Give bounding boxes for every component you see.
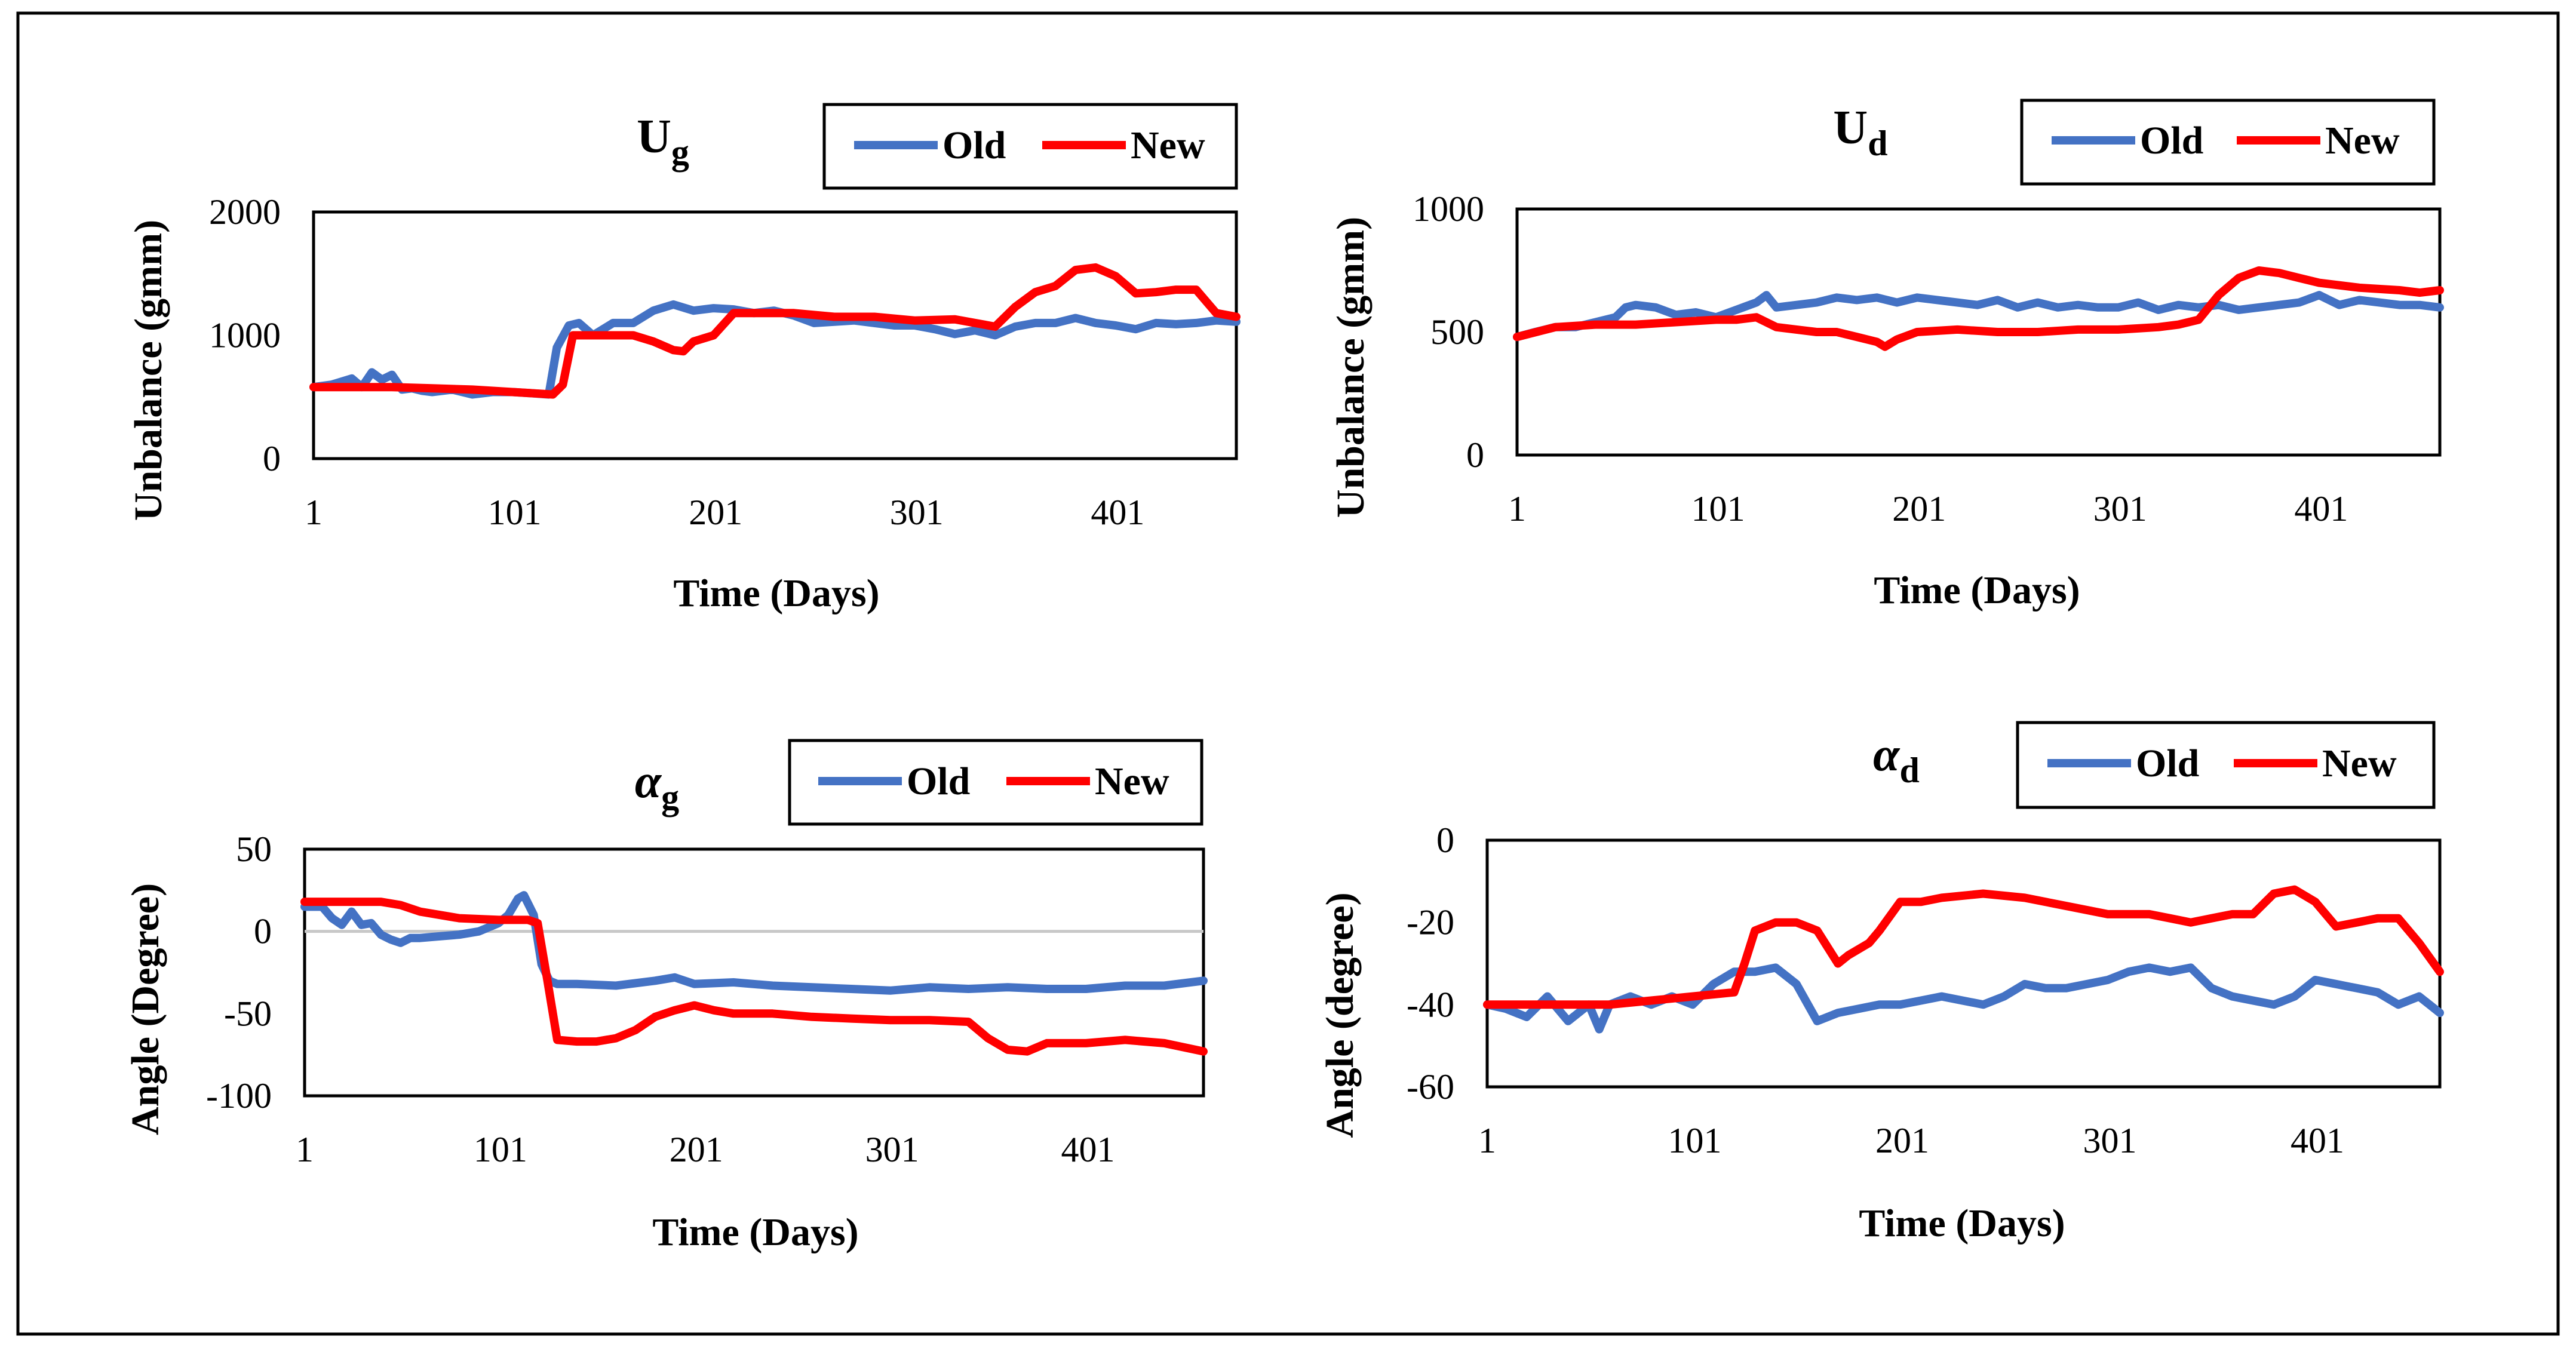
y-tick-label: 0 [254, 912, 272, 951]
series-line-new [309, 263, 1241, 399]
plot-area [1485, 838, 2442, 1089]
x-tick-label: 101 [488, 493, 542, 532]
y-axis: -60 -40 -20 0 [1407, 821, 1454, 1107]
x-axis-title: Time (Days) [1874, 569, 2080, 612]
chart-ud: Ud Old New 0 500 1000 1 101 201 301 401 Time (… [1329, 99, 2444, 612]
y-tick-label: 1000 [1413, 189, 1484, 229]
x-tick-label: 401 [2291, 1121, 2344, 1160]
series-layer [1483, 885, 2444, 1034]
x-tick-label: 101 [1691, 489, 1745, 528]
x-tick-label: 401 [2294, 489, 2348, 528]
x-axis-title: Time (Days) [673, 571, 879, 615]
chart-title: Ud [1833, 102, 1887, 163]
y-tick-label: -20 [1407, 903, 1454, 942]
x-tick-label: 201 [689, 493, 742, 532]
x-tick-label: 1 [1508, 489, 1526, 528]
y-tick-label: -50 [224, 994, 272, 1033]
series-layer [309, 263, 1241, 399]
x-tick-label: 201 [1875, 1121, 1929, 1160]
y-axis-title: Angle (Degree) [124, 883, 167, 1135]
y-tick-label: -100 [206, 1076, 272, 1116]
x-tick-label: 1 [305, 493, 323, 532]
y-axis: 0 500 1000 [1413, 189, 1484, 475]
legend: Old New [822, 103, 1238, 190]
x-tick-label: 201 [670, 1130, 723, 1169]
legend-label-new: New [1131, 124, 1205, 167]
chart-title: Ug [637, 110, 689, 172]
x-tick-label: 1 [296, 1130, 314, 1169]
y-tick-label: 500 [1430, 312, 1484, 352]
y-axis-title: Unbalance (gmm) [1329, 217, 1373, 518]
series-line-old [1483, 963, 2444, 1034]
x-axis: 1 101 201 301 401 [296, 1130, 1115, 1169]
y-axis: -100 -50 0 50 [206, 829, 272, 1116]
legend-label-old: Old [907, 760, 970, 803]
x-tick-label: 1 [1478, 1121, 1496, 1160]
legend-label-old: Old [2140, 119, 2203, 162]
y-tick-label: 50 [236, 829, 272, 869]
series-line-new [300, 898, 1208, 1056]
x-axis-title: Time (Days) [652, 1210, 858, 1254]
x-axis: 1 101 201 301 401 [1478, 1121, 2344, 1160]
x-tick-label: 101 [474, 1130, 527, 1169]
y-tick-label: -60 [1407, 1067, 1454, 1107]
series-line-new [1513, 266, 2444, 351]
legend-label-new: New [2322, 742, 2397, 785]
plot-area [303, 847, 1205, 1098]
series-line-new [1483, 885, 2444, 1009]
chart-title: αg [635, 755, 679, 817]
figure-frame [16, 11, 2560, 1336]
y-tick-label: 1000 [209, 316, 281, 355]
legend-label-new: New [1095, 760, 1169, 803]
x-axis-title: Time (Days) [1859, 1201, 2065, 1245]
legend-label-old: Old [942, 124, 1006, 167]
x-tick-label: 201 [1892, 489, 1946, 528]
legend-label-new: New [2325, 119, 2400, 162]
y-tick-label: -40 [1407, 985, 1454, 1024]
x-tick-label: 401 [1061, 1130, 1115, 1169]
legend-label-old: Old [2136, 742, 2199, 785]
y-tick-label: 0 [263, 439, 281, 478]
chart-alpha-d: αd Old New -60 -40 -20 0 1 101 201 301 401 Time… [1318, 721, 2444, 1245]
plot-area [312, 210, 1238, 460]
series-layer [1513, 266, 2444, 351]
legend: Old New [2020, 99, 2436, 186]
series-layer [300, 891, 1208, 1056]
chart-title: αd [1873, 729, 1920, 790]
y-tick-label: 0 [1436, 821, 1454, 860]
x-tick-label: 401 [1091, 493, 1144, 532]
x-tick-label: 301 [2093, 489, 2147, 528]
x-axis: 1 101 201 301 401 [305, 493, 1144, 532]
x-axis: 1 101 201 301 401 [1508, 489, 2348, 528]
x-tick-label: 101 [1668, 1121, 1721, 1160]
chart-alpha-g: αg Old New -100 -50 0 50 1 101 201 301 401 Time… [124, 739, 1208, 1254]
x-tick-label: 301 [865, 1130, 919, 1169]
series-line-old [1513, 291, 2444, 342]
x-tick-label: 301 [2083, 1121, 2136, 1160]
legend: Old New [2016, 721, 2436, 809]
y-axis-title: Angle (degree) [1318, 892, 1362, 1138]
y-tick-label: 2000 [209, 192, 281, 232]
chart-ug: Ug Old New 0 1000 2000 1 101 201 301 401 Time … [127, 103, 1241, 615]
y-axis: 0 1000 2000 [209, 192, 281, 478]
legend: Old New [788, 739, 1203, 826]
y-axis-title: Unbalance (gmm) [127, 220, 170, 521]
x-tick-label: 301 [890, 493, 944, 532]
y-tick-label: 0 [1466, 435, 1484, 475]
